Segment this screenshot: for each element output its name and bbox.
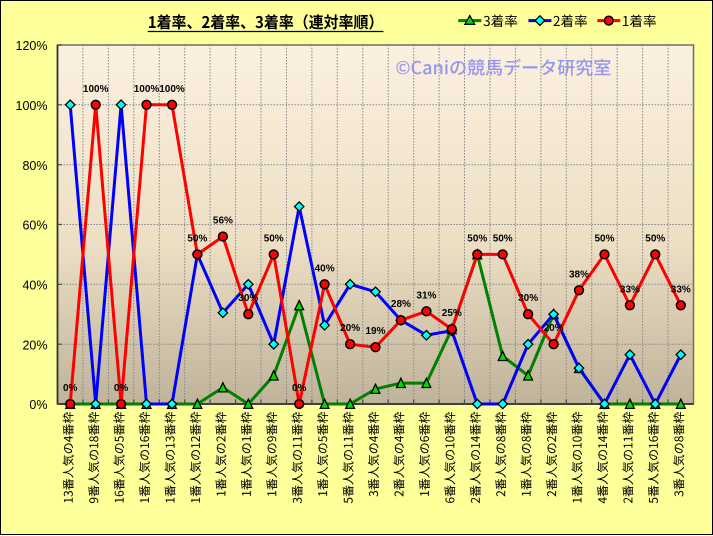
svg-text:50%: 50% [264,233,284,244]
svg-text:30%: 30% [518,293,538,304]
svg-text:0%: 0% [29,398,47,412]
svg-text:40%: 40% [315,263,335,274]
svg-text:50%: 50% [493,233,513,244]
svg-text:20%: 20% [544,323,564,334]
svg-text:50%: 50% [187,233,207,244]
svg-text:20%: 20% [340,323,360,334]
svg-text:31%: 31% [416,290,436,301]
svg-text:28%: 28% [391,299,411,310]
svg-text:40%: 40% [22,279,47,293]
svg-text:100%: 100% [134,84,160,95]
svg-text:0%: 0% [63,383,78,394]
svg-text:100%: 100% [16,99,48,113]
svg-text:100%: 100% [83,84,109,95]
svg-text:50%: 50% [645,233,665,244]
svg-text:0%: 0% [292,383,307,394]
svg-text:25%: 25% [442,308,462,319]
svg-text:38%: 38% [569,269,589,280]
svg-text:50%: 50% [467,233,487,244]
svg-text:20%: 20% [22,338,47,352]
svg-text:30%: 30% [238,293,258,304]
svg-text:60%: 60% [22,219,47,233]
svg-text:19%: 19% [365,326,385,337]
svg-text:0%: 0% [114,383,129,394]
svg-text:120%: 120% [16,39,48,53]
svg-text:50%: 50% [594,233,614,244]
svg-text:80%: 80% [22,159,47,173]
svg-text:33%: 33% [620,284,640,295]
svg-text:56%: 56% [213,216,233,227]
svg-text:100%: 100% [159,84,185,95]
svg-text:33%: 33% [671,284,691,295]
